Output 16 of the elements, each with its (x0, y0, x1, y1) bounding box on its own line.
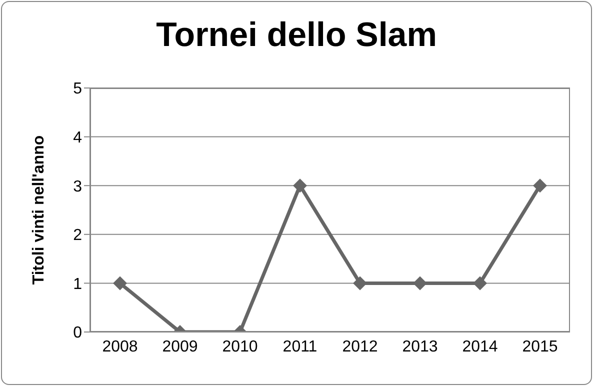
x-tick-label: 2009 (162, 338, 198, 356)
chart-title: Tornei dello Slam (155, 16, 438, 55)
x-tick-label: 2013 (402, 338, 438, 356)
x-tick-label: 2012 (342, 338, 378, 356)
x-tick-label: 2014 (462, 338, 498, 356)
x-tick-label: 2008 (102, 338, 138, 356)
y-tick-label: 0 (73, 324, 82, 342)
y-tick-label: 2 (73, 227, 82, 244)
x-tick-label: 2011 (282, 338, 318, 356)
y-tick-label: 4 (73, 129, 82, 146)
y-tick-label: 5 (73, 80, 82, 98)
x-tick-label: 2015 (522, 338, 558, 356)
y-axis-title: Titoli vinti nell'anno (30, 135, 48, 285)
x-tick-label: 2010 (222, 338, 258, 356)
y-tick-label: 1 (73, 276, 82, 293)
y-tick-label: 3 (73, 178, 82, 196)
